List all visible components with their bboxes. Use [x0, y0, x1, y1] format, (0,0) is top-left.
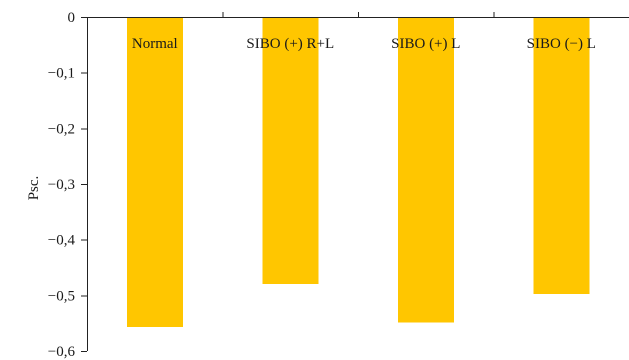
bar-2	[397, 17, 454, 323]
category-label-0: Normal	[132, 36, 178, 52]
category-label-1: SIBO (+) R+L	[246, 36, 334, 52]
y-tick-label-0: 0	[68, 10, 76, 26]
y-tick-label-6: −0,6	[48, 344, 76, 360]
category-label-3: SIBO (−) L	[527, 36, 596, 52]
y-tick-label-4: −0,4	[48, 233, 76, 249]
y-tick-label-5: −0,5	[48, 288, 75, 304]
category-label-2: SIBO (+) L	[391, 36, 460, 52]
y-tick-label-2: −0,2	[48, 121, 75, 137]
bar-0	[126, 17, 183, 328]
bar-1	[262, 17, 319, 285]
labels-layer: 0 −0,1 −0,2 −0,3 −0,4 −0,5 −0,6 Normal SIBO (+) …	[48, 10, 596, 360]
y-axis-title: Psc.	[26, 176, 42, 201]
bars-layer	[126, 17, 590, 328]
y-tick-label-3: −0,3	[48, 177, 75, 193]
y-tick-label-1: −0,1	[48, 66, 75, 82]
axes-layer	[81, 12, 629, 352]
bar-3	[533, 17, 590, 295]
